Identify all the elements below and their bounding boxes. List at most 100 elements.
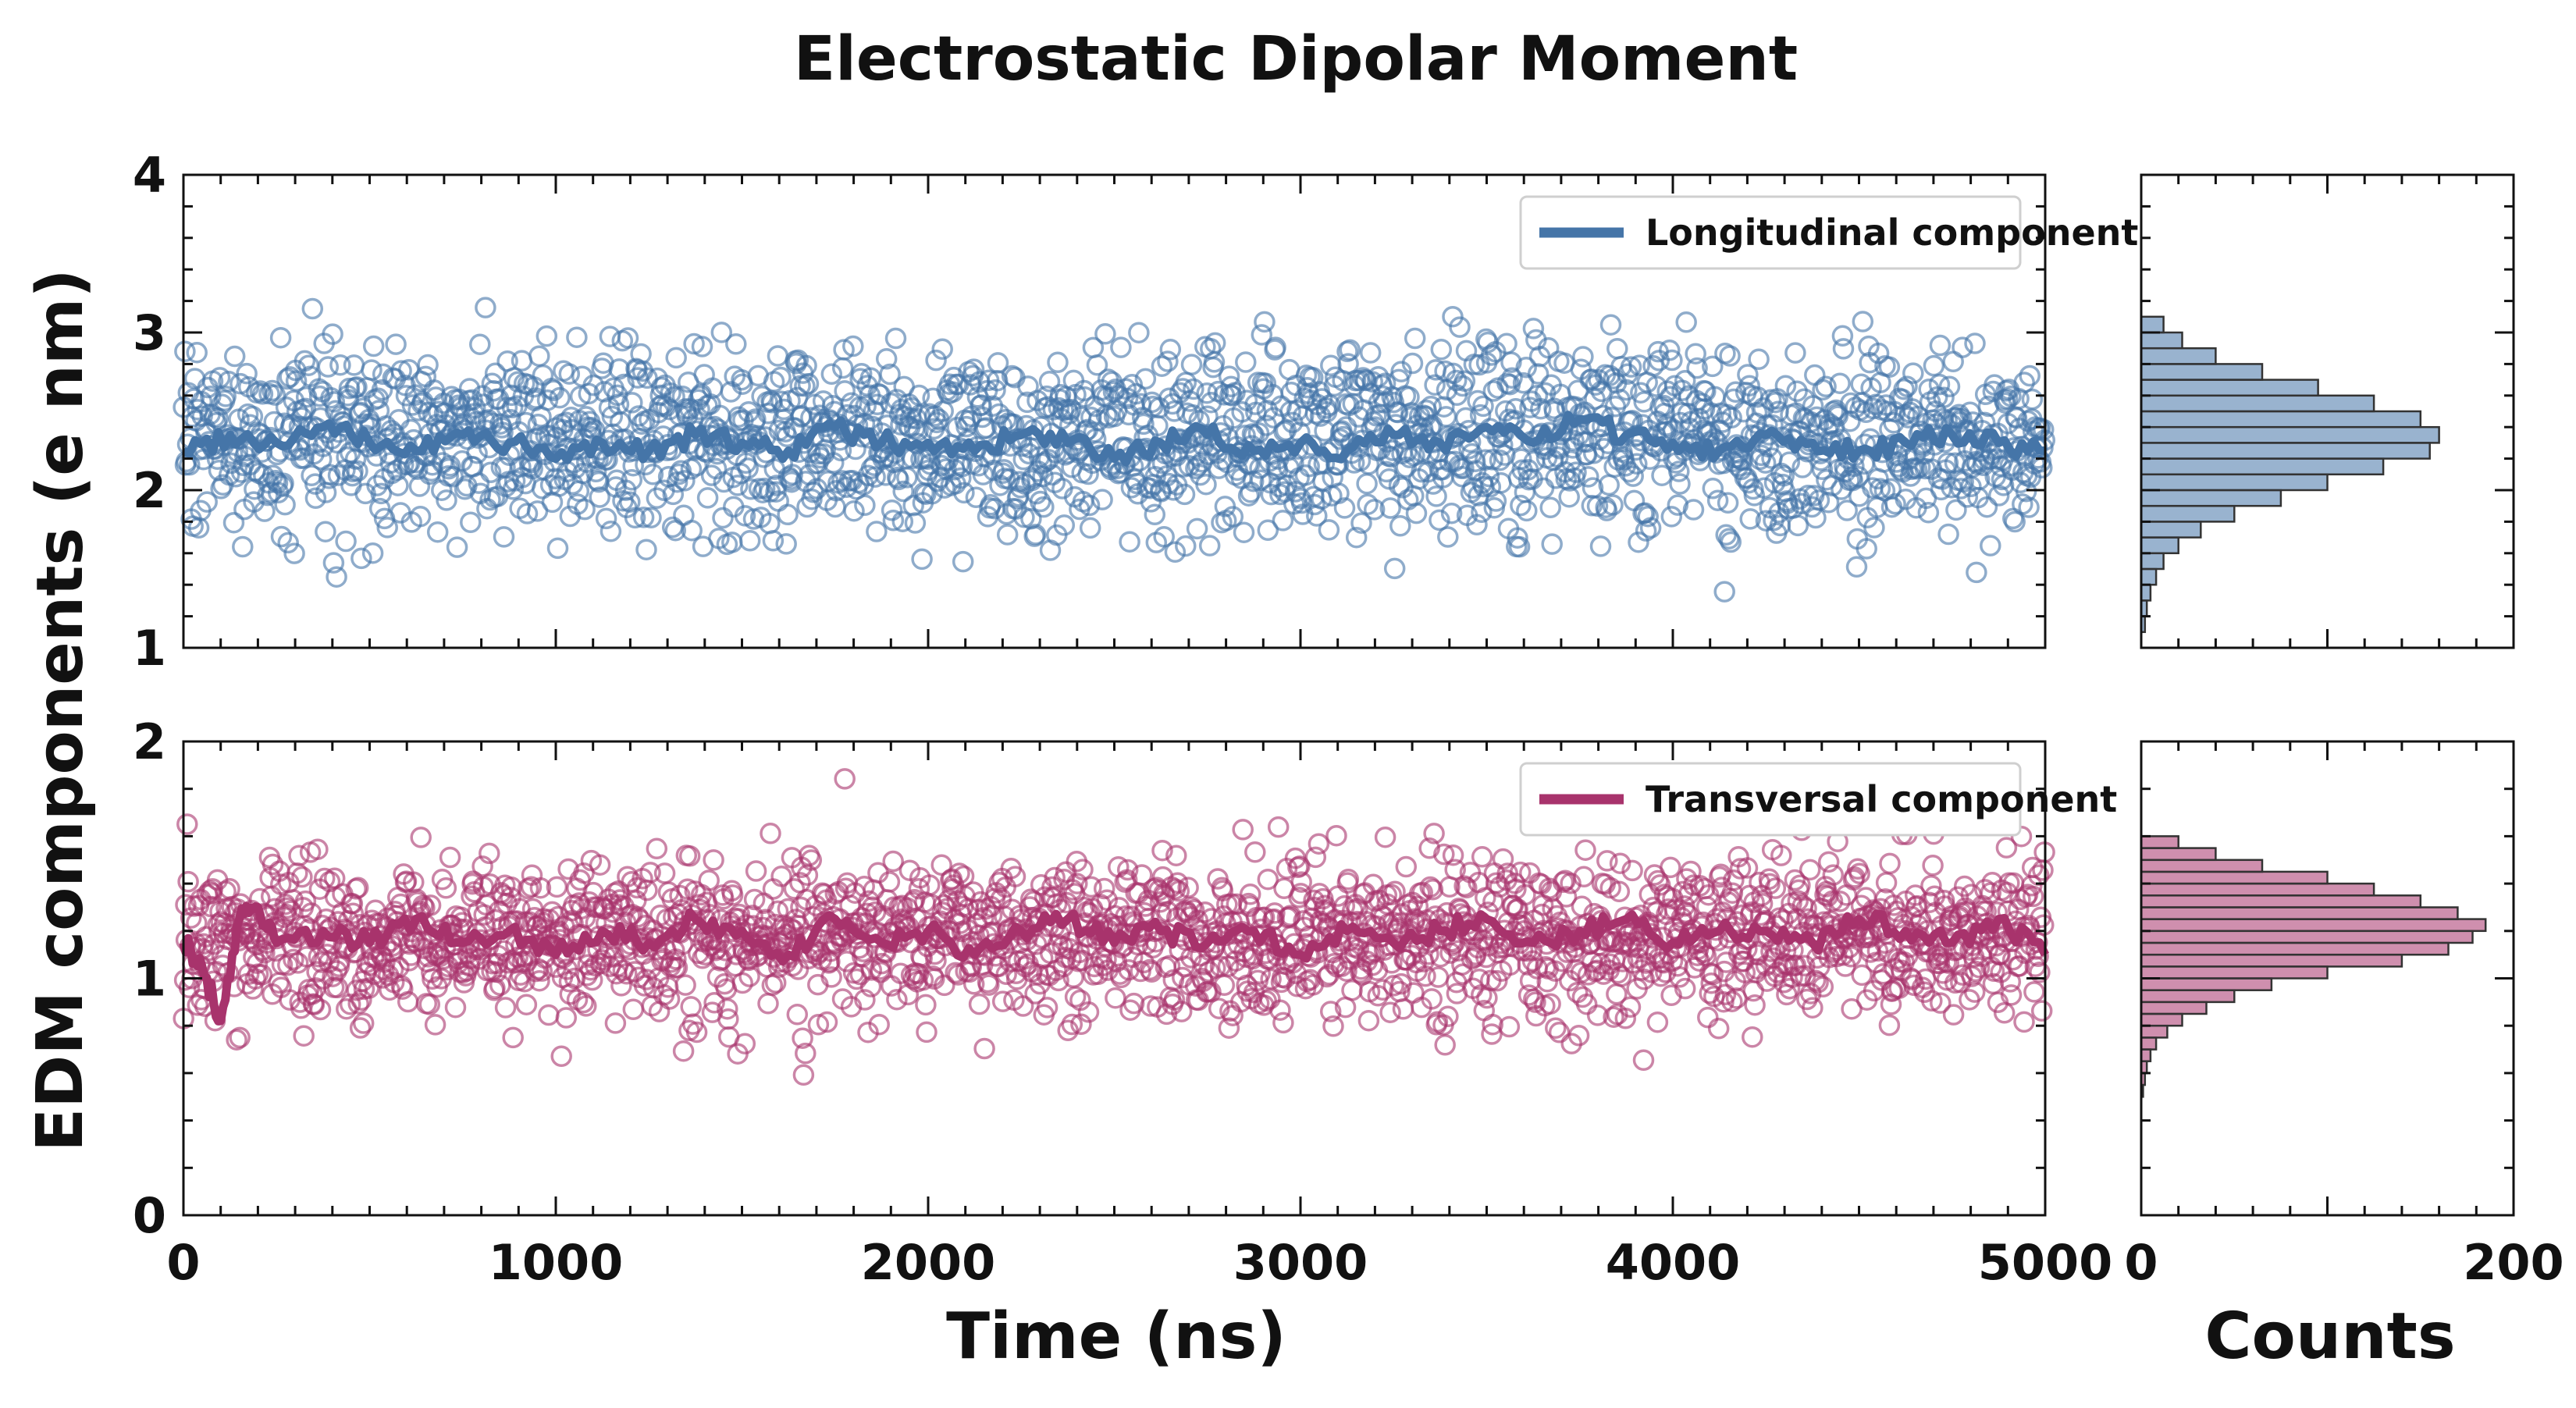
scatter-point xyxy=(1253,906,1276,929)
scatter-point xyxy=(479,842,500,865)
scatter-point xyxy=(395,870,418,892)
scatter-point xyxy=(712,507,734,529)
x-tick-label: 1000 xyxy=(489,1234,624,1291)
scatter-point xyxy=(1440,502,1463,524)
scatter-point xyxy=(1123,992,1145,1015)
histogram-bar xyxy=(2140,521,2202,539)
scatter-point xyxy=(1608,880,1631,903)
scatter-point xyxy=(599,325,621,347)
scatter-point xyxy=(698,869,720,891)
scatter-point xyxy=(589,854,611,876)
scatter-point xyxy=(1482,1013,1503,1036)
scatter-point xyxy=(1244,841,1266,863)
scatter-point xyxy=(236,362,258,385)
scatter-point xyxy=(473,904,495,926)
scatter-point xyxy=(1036,997,1059,1019)
scatter-point xyxy=(472,393,495,415)
histogram-bar xyxy=(2140,473,2329,492)
scatter-point xyxy=(866,393,888,416)
scatter-point xyxy=(1893,379,1915,400)
scatter-point xyxy=(1789,874,1811,896)
scatter-point xyxy=(823,452,845,474)
scatter-point xyxy=(1337,868,1360,891)
scatter-point xyxy=(764,972,787,994)
scatter-point xyxy=(1180,896,1203,919)
scatter-point xyxy=(1131,864,1153,886)
scatter-point xyxy=(1251,324,1273,346)
scatter-point xyxy=(1815,375,1837,398)
scatter-point xyxy=(662,483,685,506)
scatter-point xyxy=(2029,962,2051,983)
scatter-point xyxy=(642,464,664,485)
histogram-bar xyxy=(2140,363,2264,381)
scatter-point xyxy=(555,1007,578,1029)
legend-box xyxy=(1519,195,2022,270)
scatter-point xyxy=(269,873,292,895)
scatter-point xyxy=(1405,502,1428,524)
scatter-point xyxy=(1784,869,1806,891)
scatter-point xyxy=(1175,535,1197,557)
scatter-point xyxy=(2033,418,2055,441)
scatter-point xyxy=(1633,968,1655,990)
scatter-point xyxy=(757,993,779,1015)
scatter-point xyxy=(1424,374,1446,396)
scatter-point xyxy=(1395,855,1418,878)
histogram-bar xyxy=(2140,489,2282,507)
scatter-point xyxy=(301,297,324,320)
histogram-bar xyxy=(2140,918,2487,933)
scatter-point xyxy=(557,858,579,880)
scatter-point xyxy=(1827,405,1849,427)
scatter-point xyxy=(283,542,305,564)
scatter-point xyxy=(925,949,947,972)
scatter-point xyxy=(1764,877,1787,899)
scatter-point xyxy=(1682,499,1705,521)
scatter-point xyxy=(1878,356,1901,379)
scatter-point xyxy=(781,471,802,493)
scatter-point xyxy=(558,363,581,385)
scatter-point xyxy=(1078,494,1101,517)
scatter-point xyxy=(1668,460,1690,482)
scatter-point xyxy=(308,385,331,407)
scatter-point xyxy=(521,457,543,480)
scatter-point xyxy=(535,325,558,347)
scatter-point xyxy=(1707,1018,1730,1040)
scatter-point xyxy=(777,503,799,526)
x-tick-label: 0 xyxy=(166,1234,200,1291)
histogram-bar xyxy=(2140,552,2165,571)
scatter-point xyxy=(1322,1015,1344,1037)
scatter-point xyxy=(1739,508,1761,530)
scatter-point xyxy=(693,364,715,386)
scatter-point xyxy=(984,379,1006,401)
scatter-point xyxy=(1829,891,1851,912)
scatter-point xyxy=(439,846,461,869)
scatter-point xyxy=(336,446,358,468)
scatter-point xyxy=(1784,342,1806,364)
scatter-point xyxy=(174,340,196,362)
scatter-point xyxy=(309,998,332,1021)
scatter-point xyxy=(1917,502,1940,524)
scatter-point xyxy=(424,1014,447,1036)
scatter-point xyxy=(496,396,518,418)
y-tick-label: 2 xyxy=(133,713,166,770)
scatter-point xyxy=(1492,848,1514,870)
scatter-point xyxy=(1165,844,1187,866)
scatter-point xyxy=(1863,397,1884,420)
scatter-point xyxy=(1333,497,1356,519)
scatter-point xyxy=(323,391,346,413)
scatter-point xyxy=(674,470,696,492)
scatter-point xyxy=(1621,859,1643,882)
legend: Transversal component xyxy=(1519,762,2117,837)
scatter-point xyxy=(860,959,883,981)
scatter-point xyxy=(665,347,687,369)
scatter-point xyxy=(792,1027,813,1049)
scatter-point xyxy=(968,993,991,1015)
scatter-point xyxy=(1044,866,1066,889)
scatter-point xyxy=(1714,983,1737,1006)
scatter-point xyxy=(435,877,457,899)
scatter-point xyxy=(1603,1006,1624,1028)
scatter-point xyxy=(1183,899,1205,921)
scatter-point xyxy=(1937,452,1959,474)
histogram-bar xyxy=(2140,1024,2169,1039)
scatter-point xyxy=(516,503,539,524)
scatter-point xyxy=(1938,375,1961,398)
